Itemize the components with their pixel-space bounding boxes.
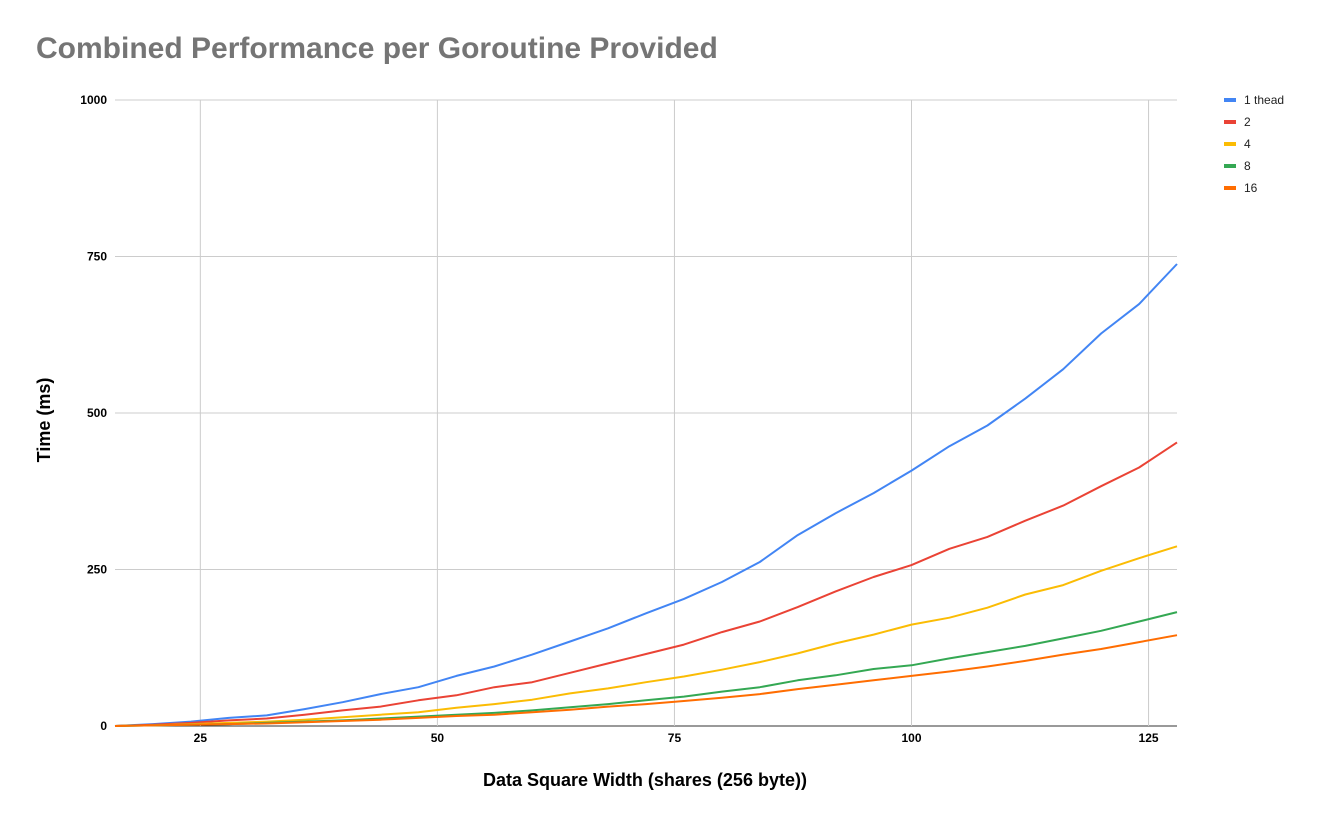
series-line-3 xyxy=(114,611,1178,727)
y-tick-label: 750 xyxy=(87,250,107,264)
x-tick-label: 75 xyxy=(668,731,682,745)
legend-item: 16 xyxy=(1224,181,1258,195)
series-lines xyxy=(114,263,1178,727)
legend-swatch xyxy=(1224,120,1236,124)
x-tick-label: 50 xyxy=(431,731,445,745)
series-line-1 xyxy=(114,441,1178,727)
tick-labels: 0 250 500 750 1000 25 50 75 100 125 xyxy=(80,93,1159,745)
chart-title: Combined Performance per Goroutine Provi… xyxy=(36,32,718,65)
legend-label: 16 xyxy=(1244,181,1258,195)
legend-item: 8 xyxy=(1224,159,1251,173)
legend-label: 2 xyxy=(1244,115,1251,129)
x-tick-label: 100 xyxy=(901,731,921,745)
x-tick-label: 25 xyxy=(194,731,208,745)
legend-swatch xyxy=(1224,164,1236,168)
y-tick-label: 500 xyxy=(87,406,107,420)
y-tick-label: 0 xyxy=(100,719,107,733)
legend-item: 1 thead xyxy=(1224,93,1284,107)
x-tick-label: 125 xyxy=(1139,731,1159,745)
x-axis-title: Data Square Width (shares (256 byte)) xyxy=(483,770,807,790)
grid-lines xyxy=(115,99,1177,727)
y-axis-title: Time (ms) xyxy=(34,378,54,463)
y-tick-label: 1000 xyxy=(80,93,107,107)
legend-swatch xyxy=(1224,186,1236,190)
legend-swatch xyxy=(1224,142,1236,146)
legend-label: 1 thead xyxy=(1244,93,1284,107)
series-line-0 xyxy=(114,263,1178,727)
legend-item: 2 xyxy=(1224,115,1251,129)
series-line-4 xyxy=(114,634,1178,727)
legend-label: 4 xyxy=(1244,137,1251,151)
legend: 1 thead 2 4 8 16 xyxy=(1224,93,1284,195)
y-tick-label: 250 xyxy=(87,563,107,577)
series-line-2 xyxy=(114,545,1178,727)
legend-label: 8 xyxy=(1244,159,1251,173)
legend-item: 4 xyxy=(1224,137,1251,151)
legend-swatch xyxy=(1224,98,1236,102)
